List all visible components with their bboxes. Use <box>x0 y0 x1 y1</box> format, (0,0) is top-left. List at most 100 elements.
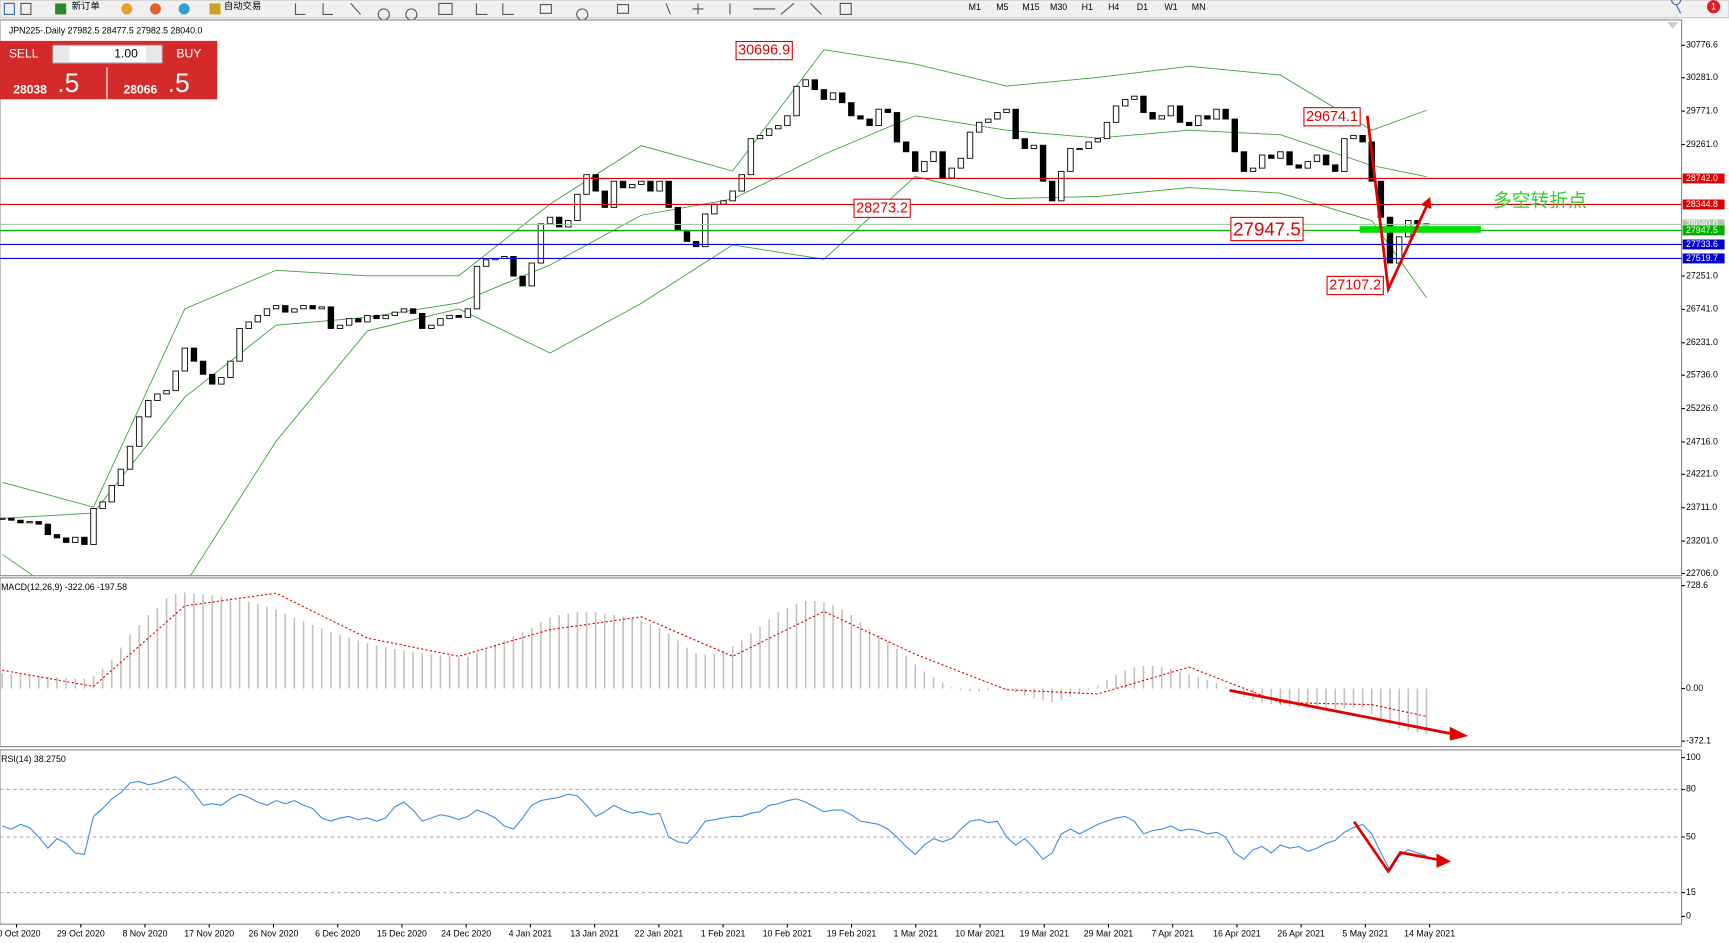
candle <box>8 517 15 521</box>
sell-label[interactable]: SELL <box>9 46 39 60</box>
x-tick-label: 14 May 2021 <box>1404 928 1455 938</box>
candle <box>537 223 545 264</box>
candle <box>373 314 380 320</box>
timeframe-button[interactable]: M5 <box>996 2 1008 12</box>
y-tick-label: 728.6 <box>1686 580 1708 590</box>
candle <box>656 180 663 192</box>
y-tick-label: 23201.0 <box>1686 535 1718 545</box>
y-tick-label: 50 <box>1686 831 1696 841</box>
chart-shift-marker <box>1667 22 1679 29</box>
candle <box>747 138 755 176</box>
new-order-button[interactable]: 新订单 <box>72 0 100 11</box>
timeframe-button[interactable]: MN <box>1192 2 1206 12</box>
x-tick-label: 29 Mar 2021 <box>1084 928 1134 938</box>
y-tick-label: 26231.0 <box>1686 337 1718 347</box>
price-callout: 27947.5 <box>1233 219 1301 240</box>
candle <box>1039 144 1047 182</box>
level-tag <box>1682 239 1725 250</box>
candle <box>884 108 892 113</box>
candle <box>939 151 946 179</box>
auto-trading-icon[interactable] <box>209 3 221 15</box>
x-tick-label: 20 Oct 2020 <box>0 928 41 938</box>
candle <box>638 180 645 185</box>
x-tick-label: 29 Oct 2020 <box>57 928 105 938</box>
timeframe-button[interactable]: H4 <box>1108 2 1119 12</box>
candle <box>181 347 189 372</box>
level-tag <box>1682 219 1725 230</box>
candle <box>108 485 115 503</box>
level-tag-label: 27519.7 <box>1686 253 1718 263</box>
candle <box>574 193 581 221</box>
candle <box>482 259 490 267</box>
x-tick-label: 7 Apr 2021 <box>1151 928 1194 938</box>
turning-point-note: 多空转折点 <box>1493 190 1587 211</box>
candle <box>117 468 125 486</box>
candle <box>1322 154 1330 166</box>
level-tag <box>1682 173 1725 184</box>
candle <box>1195 115 1202 127</box>
x-tick-label: 1 Mar 2021 <box>893 928 938 938</box>
candle <box>893 112 901 143</box>
candle <box>674 206 682 231</box>
candle <box>1268 154 1275 159</box>
ask-fraction: .5 <box>168 68 190 98</box>
candle <box>1258 154 1266 169</box>
candle <box>820 89 828 100</box>
level-tag-label: 28040.0 <box>1686 219 1718 229</box>
price-callout: 29674.1 <box>1306 109 1358 125</box>
candle <box>729 190 736 202</box>
candle <box>930 151 937 163</box>
candle <box>1213 108 1220 120</box>
notification-badge[interactable] <box>1706 0 1721 14</box>
auto-trading-button[interactable]: 自动交易 <box>224 0 261 11</box>
lot-value[interactable]: 1.00 <box>114 46 138 60</box>
x-tick-label: 19 Mar 2021 <box>1019 928 1069 938</box>
candle <box>546 216 554 225</box>
candle <box>756 134 764 140</box>
main-panel <box>0 19 1683 577</box>
candle <box>848 102 855 117</box>
candle <box>1222 108 1229 120</box>
timeframe-button[interactable]: M30 <box>1050 2 1067 12</box>
buy-button[interactable] <box>165 42 218 67</box>
lot-input[interactable] <box>52 44 163 64</box>
candle <box>528 262 535 287</box>
buy-label[interactable]: BUY <box>176 46 201 60</box>
candle <box>437 318 444 326</box>
y-tick-label: 25736.0 <box>1686 370 1718 380</box>
timeframe-button[interactable]: M1 <box>969 2 981 12</box>
badge-count: 1 <box>1711 2 1716 12</box>
candle <box>272 305 280 310</box>
candle <box>382 314 389 320</box>
y-tick-label: 29261.0 <box>1686 139 1718 149</box>
candle <box>0 517 6 520</box>
y-tick-label: 80 <box>1686 784 1696 794</box>
candle <box>1231 118 1238 153</box>
sell-button[interactable] <box>0 42 49 67</box>
candle <box>145 400 152 418</box>
candle <box>17 519 24 524</box>
new-order-icon[interactable] <box>55 3 67 15</box>
candle <box>1076 148 1083 151</box>
y-tick-label: 25226.0 <box>1686 403 1718 413</box>
candle <box>519 275 526 287</box>
y-tick-label: -372.1 <box>1686 735 1711 745</box>
candle <box>765 128 773 136</box>
y-tick-label: 26741.0 <box>1686 304 1718 314</box>
candle <box>409 308 417 314</box>
timeframe-button[interactable]: H1 <box>1082 2 1093 12</box>
x-tick-label: 19 Feb 2021 <box>827 928 877 938</box>
bollinger-upper <box>2 49 1427 508</box>
candle <box>1176 105 1184 123</box>
candle <box>802 79 809 87</box>
candle <box>583 174 590 195</box>
candle <box>711 203 718 215</box>
candle <box>1240 151 1248 172</box>
x-tick-label: 10 Mar 2021 <box>955 928 1005 938</box>
timeframe-button[interactable]: D1 <box>1137 2 1148 12</box>
timeframe-button[interactable]: M15 <box>1022 2 1039 12</box>
candle <box>428 324 435 329</box>
timeframe-button[interactable]: W1 <box>1164 2 1177 12</box>
candle <box>957 157 965 169</box>
